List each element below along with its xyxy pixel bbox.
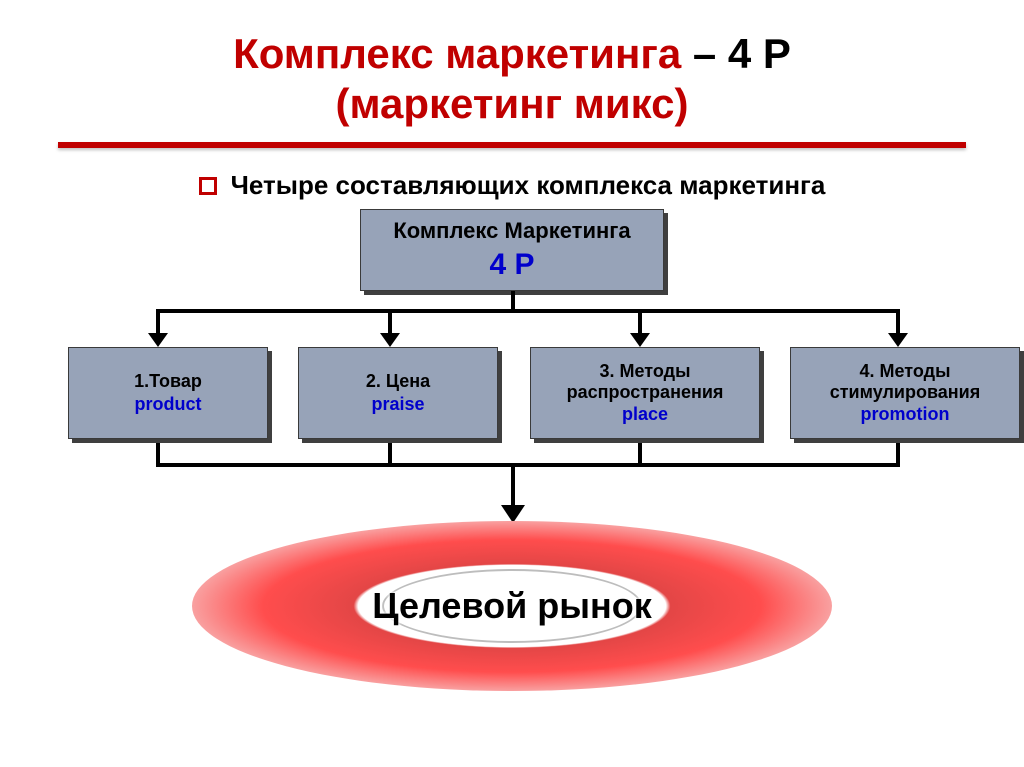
diagram-area: Комплекс Маркетинга 4 P 1.Товар product … xyxy=(40,209,984,729)
title-block: Комплекс маркетинга – 4 P (маркетинг мик… xyxy=(40,30,984,128)
connector-top-hbar xyxy=(156,309,900,313)
title-part-red: Комплекс маркетинга xyxy=(233,30,681,77)
target-ellipse: Целевой рынок xyxy=(192,521,832,691)
connector-drop-4 xyxy=(896,313,900,335)
connector-drop-2 xyxy=(388,313,392,335)
child-4-sub: promotion xyxy=(861,404,950,425)
connector-bot-drop-2 xyxy=(388,443,392,463)
arrow-down-icon xyxy=(630,333,650,347)
child-box-2: 2. Цена praise xyxy=(298,347,498,439)
child-1-sub: product xyxy=(135,394,202,415)
child-box-1: 1.Товар product xyxy=(68,347,268,439)
child-2-title: 2. Цена xyxy=(366,371,430,392)
child-3-title: 3. Методы распространения xyxy=(539,361,751,402)
bullet-square-icon xyxy=(199,177,217,195)
subtitle-text: Четыре составляющих комплекса маркетинга xyxy=(231,170,826,201)
arrow-down-icon xyxy=(888,333,908,347)
root-box: Комплекс Маркетинга 4 P xyxy=(360,209,664,291)
title-part-black: – 4 P xyxy=(681,30,791,77)
child-1-title: 1.Товар xyxy=(134,371,202,392)
title-underline xyxy=(58,142,966,148)
root-box-line2: 4 P xyxy=(489,248,534,282)
child-4-title: 4. Методы стимулирования xyxy=(799,361,1011,402)
root-box-line1: Комплекс Маркетинга xyxy=(393,218,630,244)
arrow-down-icon xyxy=(380,333,400,347)
child-2-sub: praise xyxy=(371,394,424,415)
target-label: Целевой рынок xyxy=(192,521,832,691)
connector-bot-drop-3 xyxy=(638,443,642,463)
connector-drop-3 xyxy=(638,313,642,335)
connector-top-stem xyxy=(511,291,515,309)
connector-drop-1 xyxy=(156,313,160,335)
child-3-sub: place xyxy=(622,404,668,425)
connector-bot-stem xyxy=(511,467,515,507)
child-box-3: 3. Методы распространения place xyxy=(530,347,760,439)
title-line-2: (маркетинг микс) xyxy=(40,80,984,128)
connector-bot-drop-1 xyxy=(156,443,160,463)
connector-bot-hbar xyxy=(156,463,900,467)
child-box-4: 4. Методы стимулирования promotion xyxy=(790,347,1020,439)
connector-bot-drop-4 xyxy=(896,443,900,463)
slide: Комплекс маркетинга – 4 P (маркетинг мик… xyxy=(0,0,1024,767)
arrow-down-icon xyxy=(148,333,168,347)
title-line-1: Комплекс маркетинга – 4 P xyxy=(40,30,984,78)
subtitle-row: Четыре составляющих комплекса маркетинга xyxy=(40,170,984,201)
